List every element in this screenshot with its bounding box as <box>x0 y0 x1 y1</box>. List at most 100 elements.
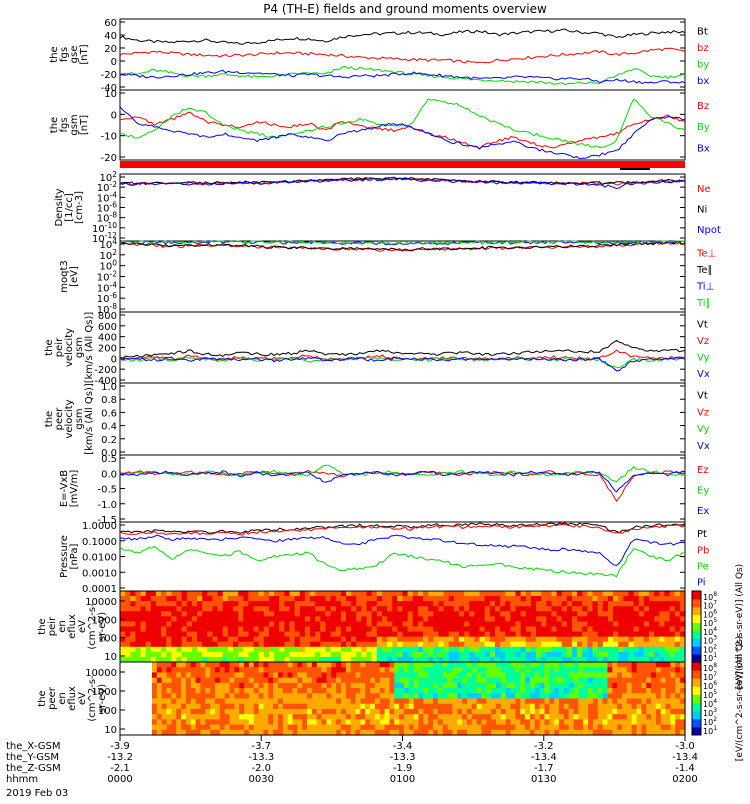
spectrogram-cell <box>520 646 527 653</box>
spectrogram-cell <box>219 693 226 700</box>
spectrogram-cell <box>464 641 470 648</box>
spectrogram-cell <box>227 616 234 623</box>
spectrogram-cell <box>355 672 361 679</box>
spectrogram-cell <box>307 677 313 684</box>
spectrogram-cell <box>371 601 378 607</box>
spectrogram-cell <box>273 672 279 679</box>
spectrogram-cell <box>402 631 409 638</box>
spectrogram-cell <box>205 688 211 694</box>
spectrogram-cell <box>515 596 522 602</box>
spectrogram-cell <box>412 651 419 658</box>
spectrogram-cell <box>335 641 342 648</box>
spectrogram-cell <box>607 719 613 726</box>
spectrogram-cell <box>587 656 594 663</box>
legend-entry: Vt <box>697 391 708 402</box>
spectrogram-cell <box>618 606 624 612</box>
spectrogram-cell <box>631 667 638 674</box>
spectrogram-cell <box>577 631 583 638</box>
spectrogram-cell <box>244 667 250 674</box>
spectrogram-cell <box>646 714 652 720</box>
spectrogram-cell <box>407 626 414 633</box>
spectrogram-cell <box>253 719 260 726</box>
spectrogram-cell <box>665 719 672 726</box>
x-row-value: 0200 <box>672 774 697 785</box>
spectrogram-cell <box>479 651 486 658</box>
y-tick-label: 100 <box>99 259 117 273</box>
spectrogram-cell <box>588 708 594 715</box>
spectrogram-cell <box>486 719 492 726</box>
spectrogram-cell <box>459 591 465 597</box>
spectrogram-cell <box>641 714 647 720</box>
spectrogram-cell <box>217 646 224 653</box>
spectrogram-cell <box>273 719 279 726</box>
spectrogram-cell <box>336 688 342 694</box>
spectrogram-cell <box>618 631 624 638</box>
spectrogram-cell <box>641 672 647 679</box>
spectrogram-cell <box>297 662 303 668</box>
spectrogram-cell <box>443 616 450 623</box>
spectrogram-cell <box>361 631 368 638</box>
spectrogram-cell <box>171 611 178 617</box>
spectrogram-cell <box>631 672 638 679</box>
spectrogram-cell <box>469 646 476 653</box>
spectrogram-cell <box>200 724 206 731</box>
spectrogram-cell <box>408 693 415 700</box>
spectrogram-cell <box>448 641 455 648</box>
series-line-Ti∥ <box>119 240 685 245</box>
spectrogram-cell <box>156 688 163 694</box>
spectrogram-cell <box>279 656 285 663</box>
spectrogram-cell <box>566 631 573 638</box>
spectrogram-cell <box>563 667 570 674</box>
legend-entry: Vx <box>697 369 710 380</box>
spectrogram-cell <box>525 621 532 628</box>
spectrogram-cell <box>279 646 285 653</box>
spectrogram-cell <box>541 591 547 597</box>
spectrogram-cell <box>166 719 172 726</box>
spectrogram-cell <box>654 636 660 643</box>
spectrogram-cell <box>311 662 318 668</box>
spectrogram-cell <box>197 616 203 623</box>
spectrogram-cell <box>474 631 481 638</box>
spectrogram-cell <box>361 621 368 628</box>
spectrogram-cell <box>592 729 599 736</box>
spectrogram-cell <box>325 631 332 638</box>
spectrogram-cell <box>520 677 526 684</box>
spectrogram-cell <box>428 719 434 726</box>
spectrogram-cell <box>607 596 614 602</box>
spectrogram-cell <box>217 641 224 648</box>
spectrogram-cell <box>294 641 301 648</box>
spectrogram-cell <box>646 682 652 689</box>
spectrogram-cell <box>239 719 245 726</box>
y-tick-label: 1.0000 <box>82 521 117 532</box>
spectrogram-cell <box>479 591 486 597</box>
spectrogram-cell <box>520 591 527 597</box>
spectrogram-cell <box>185 708 192 715</box>
spectrogram-cell <box>448 656 455 663</box>
spectrogram-cell <box>622 698 628 705</box>
spectrogram-cell <box>222 656 229 663</box>
spectrogram-cell <box>496 698 502 705</box>
spectrogram-cell <box>636 693 642 700</box>
spectrogram-cell <box>582 646 589 653</box>
spectrogram-cell <box>336 729 342 736</box>
spectrogram-cell <box>459 656 465 663</box>
spectrogram-cell <box>665 677 672 684</box>
spectrogram-cell <box>643 656 650 663</box>
spectrogram-cell <box>227 621 234 628</box>
spectrogram-cell <box>607 591 614 597</box>
spectrogram-cell <box>340 719 347 726</box>
spectrogram-cell <box>551 636 558 643</box>
spectrogram-cell <box>602 714 609 720</box>
spectrogram-cell <box>389 677 395 684</box>
spectrogram-cell <box>120 606 126 612</box>
spectrogram-cell <box>197 656 203 663</box>
spectrogram-cell <box>578 693 584 700</box>
spectrogram-cell <box>469 621 476 628</box>
y-axis-label: [cm-3] <box>74 191 85 224</box>
spectrogram-cell <box>397 616 404 623</box>
spectrogram-cell <box>316 667 323 674</box>
spectrogram-cell <box>423 631 429 638</box>
spectrogram-cell <box>500 698 507 705</box>
spectrogram-cell <box>350 698 357 705</box>
spectrogram-cell <box>481 667 487 674</box>
